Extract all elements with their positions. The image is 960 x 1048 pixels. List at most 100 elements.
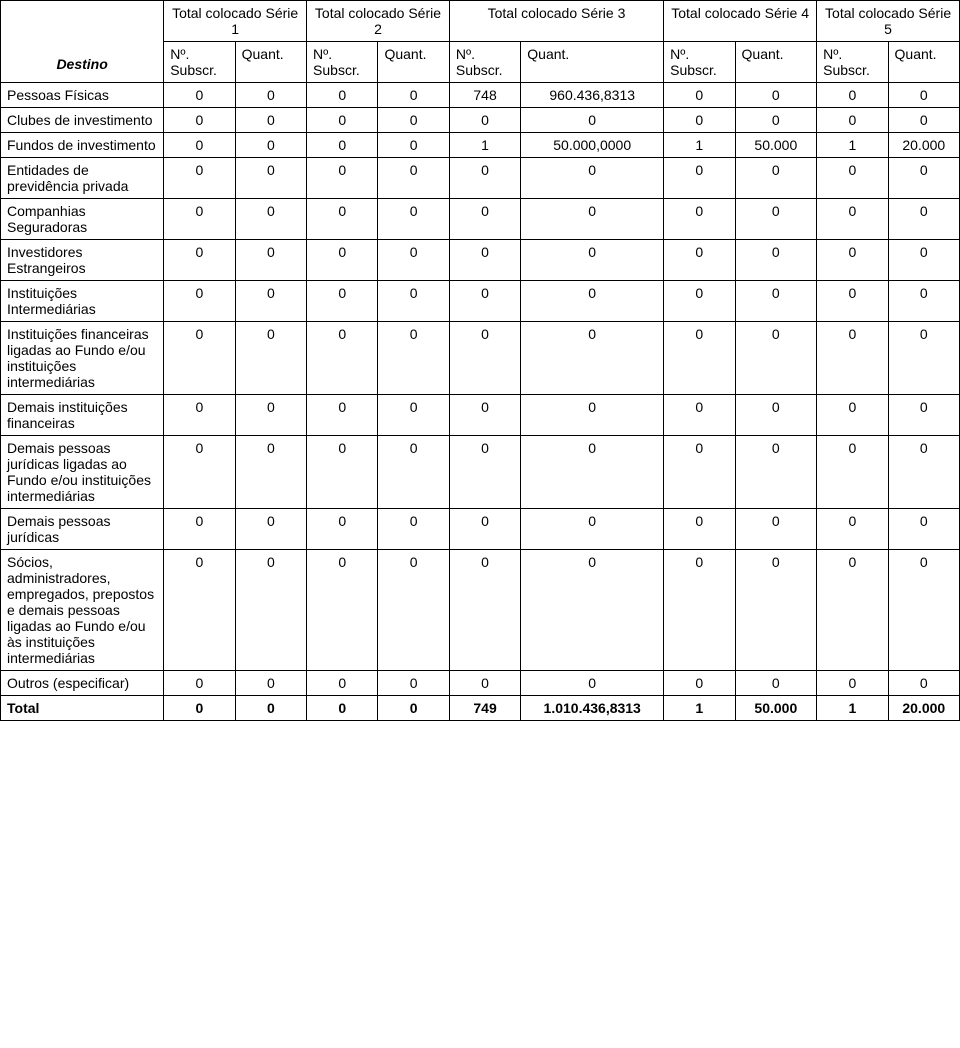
cell: 0	[307, 436, 378, 509]
sub-no-3: Nº. Subscr.	[449, 42, 520, 83]
total-cell: 0	[378, 696, 449, 721]
cell: 0	[817, 550, 888, 671]
cell: 0	[449, 395, 520, 436]
cell: 0	[664, 158, 735, 199]
cell: 0	[888, 199, 959, 240]
cell: 0	[235, 671, 306, 696]
cell: 1	[664, 133, 735, 158]
total-cell: 1	[817, 696, 888, 721]
cell: 0	[164, 671, 235, 696]
cell: 0	[307, 550, 378, 671]
cell: 0	[235, 133, 306, 158]
sub-no-4: Nº. Subscr.	[664, 42, 735, 83]
cell: 0	[817, 322, 888, 395]
group-header-2: Total colocado Série 2	[307, 1, 450, 42]
cell: 0	[888, 436, 959, 509]
cell: 0	[449, 158, 520, 199]
cell: 0	[378, 158, 449, 199]
cell: 748	[449, 83, 520, 108]
sub-quant-2: Quant.	[378, 42, 449, 83]
cell: 0	[888, 108, 959, 133]
cell: 0	[888, 83, 959, 108]
cell: 0	[735, 322, 817, 395]
cell: 0	[378, 436, 449, 509]
cell: 0	[817, 509, 888, 550]
cell: 0	[378, 550, 449, 671]
cell: 1	[449, 133, 520, 158]
cell: 0	[664, 436, 735, 509]
cell: 0	[817, 83, 888, 108]
cell: 0	[735, 83, 817, 108]
table-row: Entidades de previdência privada00000000…	[1, 158, 960, 199]
cell: 0	[888, 281, 959, 322]
cell: 0	[235, 322, 306, 395]
table-row: Companhias Seguradoras0000000000	[1, 199, 960, 240]
cell: 0	[664, 281, 735, 322]
cell: 0	[378, 671, 449, 696]
cell: 0	[164, 240, 235, 281]
cell: 0	[735, 436, 817, 509]
cell: 0	[449, 199, 520, 240]
cell: 0	[164, 158, 235, 199]
cell: 0	[378, 199, 449, 240]
cell: 0	[449, 281, 520, 322]
cell: 0	[888, 322, 959, 395]
total-cell: 749	[449, 696, 520, 721]
cell: 0	[449, 671, 520, 696]
cell: 0	[521, 108, 664, 133]
cell: 0	[164, 322, 235, 395]
row-label: Demais instituições financeiras	[1, 395, 164, 436]
table-row: Instituições financeiras ligadas ao Fund…	[1, 322, 960, 395]
cell: 20.000	[888, 133, 959, 158]
cell: 0	[235, 550, 306, 671]
sub-quant-4: Quant.	[735, 42, 817, 83]
table-body: Pessoas Físicas0000748960.436,83130000Cl…	[1, 83, 960, 721]
table-row: Demais instituições financeiras000000000…	[1, 395, 960, 436]
cell: 0	[735, 108, 817, 133]
cell: 0	[378, 240, 449, 281]
cell: 0	[888, 395, 959, 436]
cell: 50.000,0000	[521, 133, 664, 158]
cell: 0	[735, 550, 817, 671]
total-label: Total	[1, 696, 164, 721]
cell: 0	[449, 108, 520, 133]
cell: 0	[664, 671, 735, 696]
total-cell: 50.000	[735, 696, 817, 721]
cell: 0	[521, 395, 664, 436]
row-label: Entidades de previdência privada	[1, 158, 164, 199]
cell: 0	[521, 281, 664, 322]
cell: 0	[817, 240, 888, 281]
row-label: Sócios, administradores, empregados, pre…	[1, 550, 164, 671]
cell: 0	[235, 83, 306, 108]
table-row: Fundos de investimento0000150.000,000015…	[1, 133, 960, 158]
table-row: Sócios, administradores, empregados, pre…	[1, 550, 960, 671]
cell: 0	[307, 509, 378, 550]
group-header-5: Total colocado Série 5	[817, 1, 960, 42]
total-cell: 0	[307, 696, 378, 721]
cell: 0	[817, 671, 888, 696]
cell: 0	[235, 199, 306, 240]
cell: 0	[817, 199, 888, 240]
cell: 0	[378, 322, 449, 395]
cell: 0	[817, 281, 888, 322]
row-label: Fundos de investimento	[1, 133, 164, 158]
row-label: Clubes de investimento	[1, 108, 164, 133]
total-cell: 20.000	[888, 696, 959, 721]
cell: 0	[449, 550, 520, 671]
cell: 0	[235, 395, 306, 436]
cell: 0	[307, 395, 378, 436]
table-row: Clubes de investimento0000000000	[1, 108, 960, 133]
table-row: Demais pessoas jurídicas0000000000	[1, 509, 960, 550]
row-label: Outros (especificar)	[1, 671, 164, 696]
row-label: Demais pessoas jurídicas ligadas ao Fund…	[1, 436, 164, 509]
row-label: Investidores Estrangeiros	[1, 240, 164, 281]
row-label: Demais pessoas jurídicas	[1, 509, 164, 550]
cell: 0	[735, 158, 817, 199]
table-row: Instituições Intermediárias0000000000	[1, 281, 960, 322]
total-cell: 1	[664, 696, 735, 721]
cell: 0	[235, 158, 306, 199]
cell: 0	[521, 550, 664, 671]
cell: 0	[164, 83, 235, 108]
cell: 0	[735, 671, 817, 696]
cell: 0	[307, 281, 378, 322]
